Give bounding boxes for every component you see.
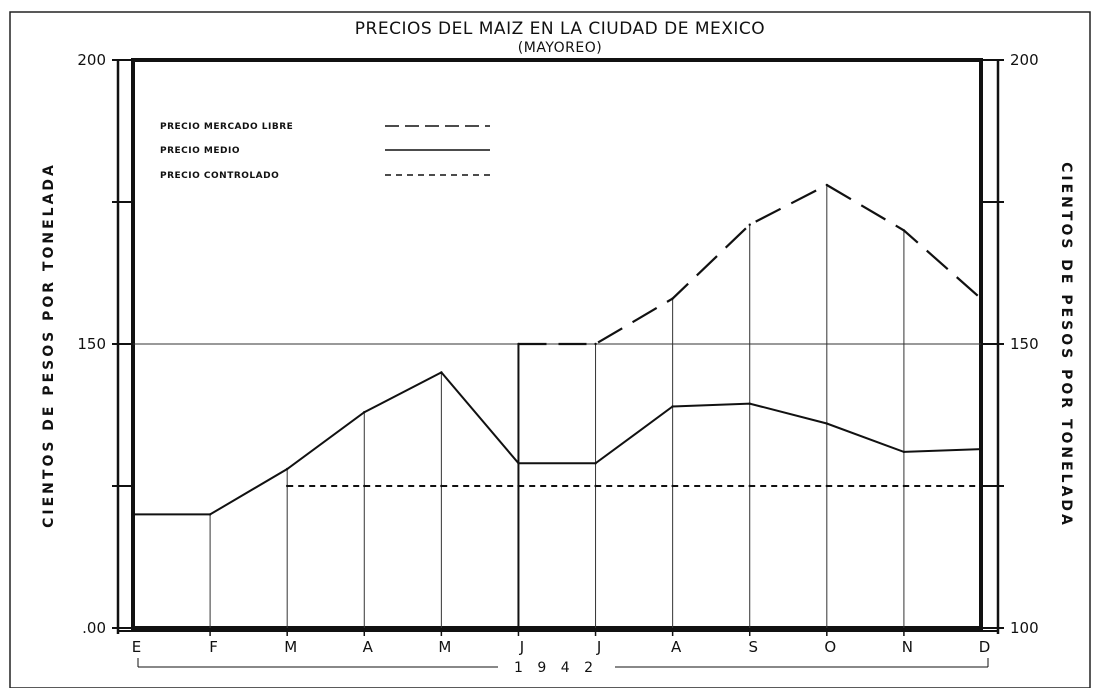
left-y-tick-label: 150 — [77, 335, 106, 353]
right-axis-label: CIENTOS DE PESOS POR TONELADA — [1058, 162, 1074, 528]
year-label: 1 9 4 2 — [514, 660, 598, 676]
series-3-point — [748, 484, 751, 488]
x-tick-label: A — [363, 638, 374, 656]
series-2-point — [285, 467, 289, 471]
x-tick-label: D — [979, 638, 992, 656]
series-1-point — [594, 342, 597, 346]
outer-border — [9, 11, 1091, 688]
right-y-tick-label: 200 — [1010, 51, 1039, 69]
x-tick-label: A — [671, 638, 682, 656]
right-y-tick-label: 100 — [1010, 619, 1039, 637]
series-3-point — [285, 484, 289, 488]
series-3-point — [517, 484, 520, 488]
series-3-point — [440, 484, 443, 488]
left-axis-label: CIENTOS DE PESOS POR TONELADA — [41, 162, 57, 528]
x-tick-label: S — [748, 638, 759, 656]
x-tick-label: E — [132, 638, 142, 656]
series-2-point — [440, 371, 443, 374]
series-1-point — [979, 297, 983, 300]
series-3-point — [594, 484, 597, 488]
series-1-point — [825, 183, 829, 187]
legend-label-2: PRECIO MEDIO — [160, 146, 240, 156]
left-y-tick-label: .00 — [82, 619, 106, 637]
series-1-point — [517, 342, 520, 346]
x-tick-label: J — [596, 638, 602, 656]
series-2-point — [594, 462, 597, 465]
legend-label-1: PRECIO MERCADO LIBRE — [160, 122, 293, 132]
x-tick-label: M — [438, 638, 452, 656]
series-2-point — [902, 450, 906, 454]
x-tick-label: F — [209, 638, 219, 656]
x-tick-label: N — [902, 638, 914, 656]
series-1-point — [748, 223, 751, 226]
x-tick-label: M — [284, 638, 298, 656]
series-3-point — [363, 484, 366, 488]
x-tick-label: J — [519, 638, 525, 656]
series-2-point — [363, 410, 366, 414]
right-y-tick-label: 150 — [1010, 335, 1039, 353]
series-2-point — [979, 447, 983, 451]
series-2-point — [131, 513, 135, 516]
series-1-point — [902, 229, 906, 232]
legend-label-3: PRECIO CONTROLADO — [160, 171, 279, 181]
series-3-point — [825, 484, 829, 488]
series-2-point — [517, 462, 520, 465]
series-line-2 — [133, 371, 982, 516]
series-3-point — [902, 484, 906, 488]
series-2-point — [748, 402, 751, 405]
series-1-point — [671, 297, 674, 300]
series-2-point — [825, 422, 829, 425]
series-3-point — [979, 484, 983, 488]
series-3-point — [671, 484, 674, 488]
chart-subtitle: (MAYOREO) — [518, 40, 602, 56]
series-2-point — [208, 513, 212, 516]
x-tick-label: O — [824, 638, 837, 656]
chart-title: PRECIOS DEL MAIZ EN LA CIUDAD DE MEXICO — [355, 19, 765, 39]
left-y-tick-label: 200 — [77, 51, 106, 69]
series-2-point — [671, 405, 674, 408]
